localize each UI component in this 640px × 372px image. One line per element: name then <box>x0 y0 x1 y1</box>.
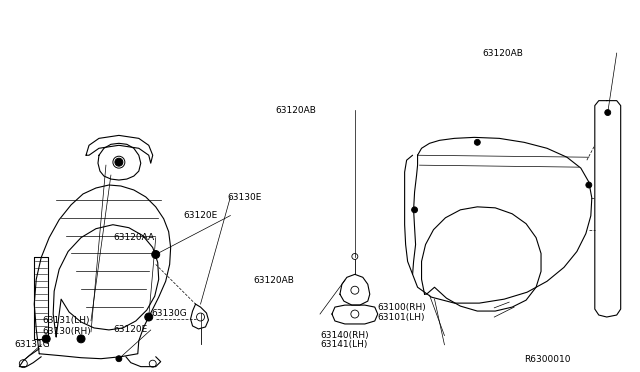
Circle shape <box>474 140 480 145</box>
Text: 63120AB: 63120AB <box>253 276 294 285</box>
Circle shape <box>145 313 153 321</box>
Text: 63120AA: 63120AA <box>113 233 154 242</box>
Text: 63120E: 63120E <box>113 326 147 334</box>
Text: 63120AB: 63120AB <box>483 49 524 58</box>
Text: 63130E: 63130E <box>228 193 262 202</box>
Circle shape <box>42 335 50 343</box>
Text: 63101(LH): 63101(LH) <box>378 312 425 321</box>
Text: R6300010: R6300010 <box>524 355 570 364</box>
Circle shape <box>412 207 417 213</box>
Circle shape <box>586 182 592 188</box>
Circle shape <box>116 356 122 362</box>
Text: 63131(LH): 63131(LH) <box>43 316 90 325</box>
Text: 63141(LH): 63141(LH) <box>320 340 367 349</box>
Text: 63130(RH): 63130(RH) <box>43 327 92 336</box>
Text: 63120AB: 63120AB <box>275 106 316 115</box>
Circle shape <box>115 158 123 166</box>
Text: 63130G: 63130G <box>151 309 187 318</box>
Circle shape <box>77 335 85 343</box>
Text: 63120E: 63120E <box>183 211 217 220</box>
Circle shape <box>605 110 611 116</box>
Text: 63131G: 63131G <box>14 340 50 349</box>
Circle shape <box>152 250 160 259</box>
Text: 63100(RH): 63100(RH) <box>378 303 426 312</box>
Text: 63140(RH): 63140(RH) <box>320 331 369 340</box>
